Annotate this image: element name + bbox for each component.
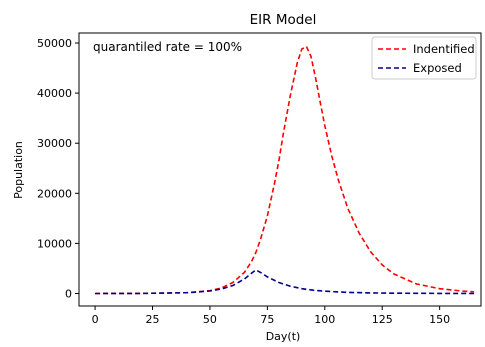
x-tick-label: 75 (260, 313, 274, 326)
x-tick-label: 25 (146, 313, 160, 326)
legend-label-indentified: Indentified (413, 42, 475, 56)
y-tick-label: 40000 (37, 87, 72, 100)
y-axis-label: Population (12, 141, 25, 199)
x-tick-label: 125 (372, 313, 393, 326)
x-axis-ticks: 0 25 50 75 100 125 150 (92, 306, 450, 326)
plot-frame (78, 32, 482, 307)
y-tick-label: 30000 (37, 137, 72, 150)
series-line-indentified (95, 45, 475, 295)
x-tick-label: 0 (92, 313, 99, 326)
y-tick-label: 10000 (37, 237, 72, 250)
legend: Indentified Exposed (371, 36, 477, 80)
series-layer (95, 45, 475, 295)
annotation-text: quarantiled rate = 100% (93, 40, 242, 54)
x-tick-label: 50 (203, 313, 217, 326)
series-line-exposed (95, 269, 475, 295)
y-axis-ticks: 0 10000 20000 30000 40000 50000 (37, 37, 79, 300)
chart-title: EIR Model (250, 12, 317, 28)
y-tick-label: 50000 (37, 37, 72, 50)
y-tick-label: 20000 (37, 187, 72, 200)
legend-label-exposed: Exposed (413, 61, 462, 75)
x-tick-label: 100 (314, 313, 335, 326)
plot-area (78, 32, 482, 307)
x-axis-label: Day(t) (266, 330, 301, 343)
y-tick-label: 0 (65, 287, 72, 300)
x-tick-label: 150 (429, 313, 450, 326)
